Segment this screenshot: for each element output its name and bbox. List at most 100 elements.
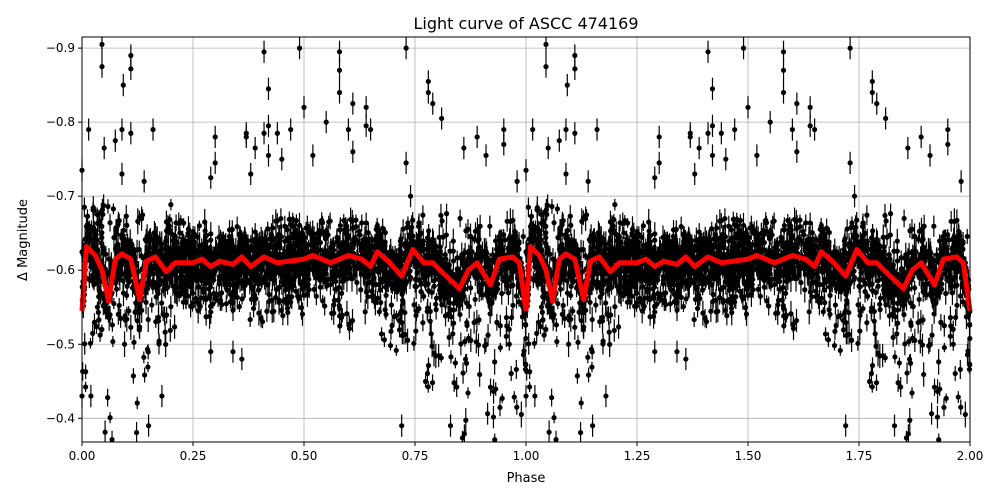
point-marker [332, 298, 337, 303]
data-point [509, 366, 514, 381]
data-point [492, 434, 497, 443]
point-marker [499, 291, 504, 296]
data-point [465, 387, 470, 398]
point-marker [251, 306, 256, 311]
data-point [172, 315, 177, 339]
point-marker [145, 364, 150, 369]
point-marker [293, 289, 298, 294]
point-marker [509, 371, 514, 376]
data-point [468, 281, 473, 295]
point-marker [426, 384, 431, 389]
point-marker [485, 333, 490, 338]
data-point [139, 207, 144, 231]
data-point [425, 302, 430, 321]
point-marker [514, 367, 519, 372]
data-point [358, 277, 363, 303]
point-marker [337, 227, 342, 232]
point-marker [364, 220, 369, 225]
data-point [464, 354, 469, 373]
point-marker [347, 326, 352, 331]
data-point [149, 298, 154, 313]
point-marker [458, 341, 463, 346]
point-marker [235, 295, 240, 300]
point-marker [482, 343, 487, 348]
point-marker [460, 370, 465, 375]
point-marker [348, 217, 353, 222]
point-marker [498, 323, 503, 328]
point-marker [504, 334, 509, 339]
data-point [82, 333, 87, 355]
point-marker [429, 344, 434, 349]
point-marker [235, 224, 240, 229]
point-marker [149, 302, 154, 307]
point-marker [163, 238, 168, 243]
point-marker [497, 405, 502, 410]
point-marker [423, 379, 428, 384]
point-marker [239, 296, 244, 301]
data-point [131, 335, 136, 349]
point-marker [271, 309, 276, 314]
point-marker [285, 310, 290, 315]
data-point [458, 333, 463, 356]
data-point [429, 322, 434, 346]
point-marker [159, 300, 164, 305]
data-point [388, 341, 393, 351]
point-marker [131, 373, 136, 378]
chart-title: Light curve of ASCC 474169 [413, 14, 638, 33]
data-point [141, 351, 146, 363]
data-point [389, 295, 394, 315]
point-marker [388, 329, 393, 334]
point-marker [487, 224, 492, 229]
point-marker [448, 354, 453, 359]
data-point [494, 314, 499, 331]
point-marker [349, 276, 354, 281]
point-marker [365, 294, 370, 299]
data-point [320, 216, 325, 230]
point-marker [500, 396, 505, 401]
point-marker [141, 355, 146, 360]
point-marker [476, 342, 481, 347]
point-marker [372, 299, 377, 304]
point-marker [300, 312, 305, 317]
data-point [111, 204, 116, 215]
point-marker [388, 343, 393, 348]
point-marker [433, 302, 438, 307]
data-point [512, 391, 517, 403]
data-point [204, 308, 209, 326]
point-marker [411, 341, 416, 346]
point-marker [413, 328, 418, 333]
point-marker [121, 228, 126, 233]
point-marker [507, 342, 512, 347]
point-marker [521, 352, 526, 357]
data-point [394, 345, 399, 356]
point-marker [358, 287, 363, 292]
point-marker [394, 348, 399, 353]
point-marker [117, 303, 122, 308]
point-marker [451, 258, 456, 263]
data-point [83, 364, 88, 379]
point-marker [429, 331, 434, 336]
point-marker [111, 206, 116, 211]
data-point [444, 222, 449, 248]
point-marker [485, 411, 490, 416]
point-marker [320, 220, 325, 225]
point-marker [463, 418, 468, 423]
data-point [420, 314, 425, 331]
data-point [103, 420, 108, 442]
data-point [448, 350, 453, 363]
point-marker [275, 218, 280, 223]
point-marker [394, 313, 399, 318]
data-point [451, 252, 456, 270]
point-marker [168, 328, 173, 333]
point-marker [131, 340, 136, 345]
data-point [131, 368, 136, 384]
point-marker [96, 310, 101, 315]
point-marker [418, 289, 423, 294]
data-point [145, 362, 150, 373]
point-marker [512, 394, 517, 399]
point-marker [380, 226, 385, 231]
point-marker [82, 341, 87, 346]
point-marker [249, 285, 254, 290]
data-point [482, 338, 487, 354]
